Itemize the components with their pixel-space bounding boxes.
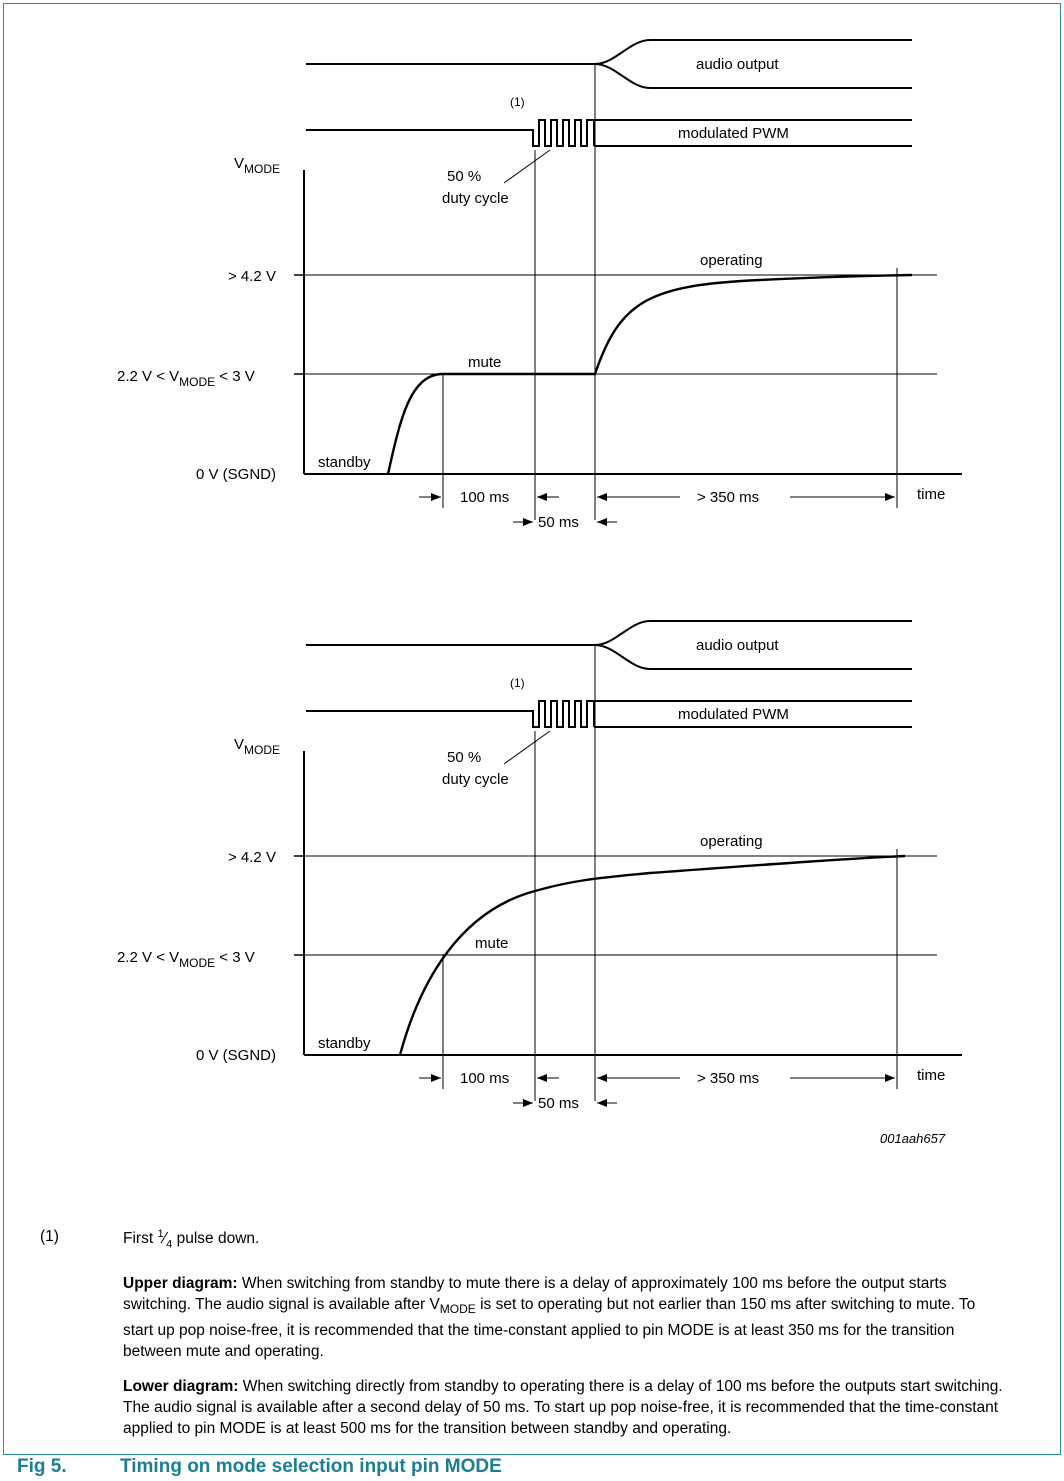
upper-diagram-labels: audio output modulated PWM (1) 50 % duty…: [117, 56, 945, 531]
pwm-trace: [306, 700, 912, 728]
vmode-axis-label: VMODE: [234, 155, 280, 176]
upper-note-title: Upper diagram:: [123, 1275, 238, 1292]
interval-100ms: 100 ms: [460, 489, 509, 506]
level-mute-label: 2.2 V < VMODE < 3 V: [117, 949, 255, 970]
figure-title: Timing on mode selection input pin MODE: [120, 1456, 502, 1477]
time-axis-label: time: [917, 486, 945, 503]
vmode-curve: [386, 273, 913, 475]
vmode-axis-label: VMODE: [234, 736, 280, 757]
interval-50ms: 50 ms: [538, 514, 579, 531]
audio-output-trace: [306, 620, 912, 670]
lower-diagram-note: Lower diagram: When switching directly f…: [123, 1378, 1003, 1437]
level-operating-label: > 4.2 V: [228, 849, 276, 866]
pwm-label: modulated PWM: [678, 706, 789, 723]
pwm-trace: [306, 119, 912, 147]
lower-diagram-labels: audio output modulated PWM (1) 50 % duty…: [117, 637, 946, 1146]
time-axis-label: time: [917, 1067, 945, 1084]
timing-diagrams: audio output modulated PWM (1) 50 % duty…: [117, 39, 962, 1146]
footnote-text: First 1⁄4 pulse down.: [123, 1228, 260, 1251]
figure-number: Fig 5.: [17, 1456, 67, 1477]
footnote-number: (1): [40, 1228, 59, 1245]
upper-diagram-note: Upper diagram: When switching from stand…: [123, 1275, 976, 1361]
interval-100ms: 100 ms: [460, 1070, 509, 1087]
figure-caption: Fig 5. Timing on mode selection input pin…: [17, 1456, 502, 1478]
duty-label-line2: duty cycle: [442, 771, 509, 788]
audio-output-trace: [306, 39, 912, 89]
state-operating: operating: [700, 833, 763, 850]
interval-350ms: > 350 ms: [697, 489, 759, 506]
state-mute: mute: [468, 354, 501, 371]
audio-output-label: audio output: [696, 56, 779, 73]
interval-50ms: 50 ms: [538, 1095, 579, 1112]
upper-diagram: [294, 39, 962, 526]
level-zero-label: 0 V (SGND): [196, 1047, 276, 1064]
figure-code: 001aah657: [880, 1131, 946, 1146]
note-marker: (1): [510, 676, 525, 690]
figure-frame: [3, 3, 1061, 1455]
state-standby: standby: [318, 1035, 371, 1052]
duty-label-line2: duty cycle: [442, 190, 509, 207]
level-operating-label: > 4.2 V: [228, 268, 276, 285]
audio-output-label: audio output: [696, 637, 779, 654]
lower-note-title: Lower diagram:: [123, 1378, 239, 1395]
interval-350ms: > 350 ms: [697, 1070, 759, 1087]
level-mute-label: 2.2 V < VMODE < 3 V: [117, 368, 255, 389]
state-operating: operating: [700, 252, 763, 269]
duty-label-line1: 50 %: [447, 749, 481, 766]
level-zero-label: 0 V (SGND): [196, 466, 276, 483]
state-mute: mute: [475, 935, 508, 952]
note-marker: (1): [510, 95, 525, 109]
lower-diagram: [294, 620, 962, 1107]
pwm-label: modulated PWM: [678, 125, 789, 142]
duty-label-line1: 50 %: [447, 168, 481, 185]
state-standby: standby: [318, 454, 371, 471]
vmode-curve: [398, 854, 906, 1056]
